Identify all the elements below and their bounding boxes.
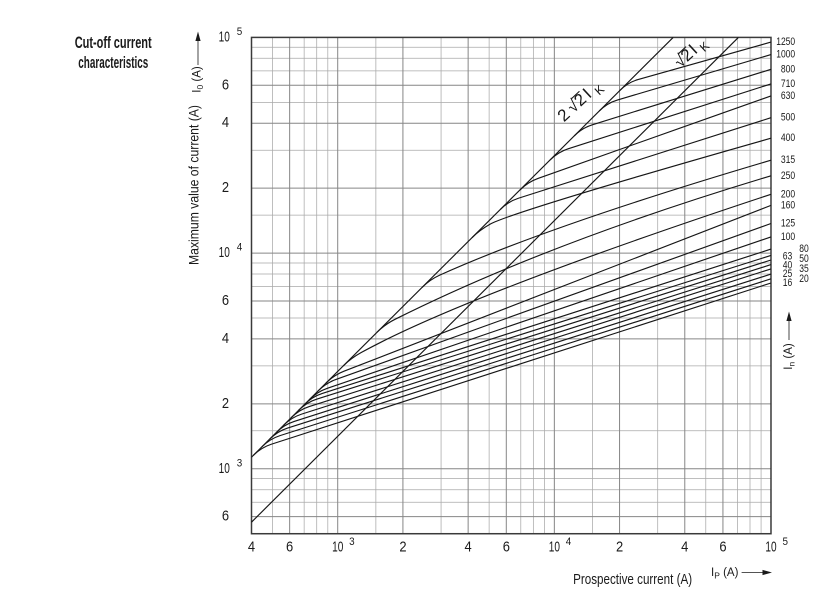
svg-text:100: 100 [781,231,795,243]
svg-text:500: 500 [781,112,795,124]
svg-text:400: 400 [781,132,795,144]
svg-text:630: 630 [781,90,795,102]
svg-text:4: 4 [465,540,472,556]
svg-text:2: 2 [222,180,229,196]
svg-text:5: 5 [782,536,788,548]
svg-text:6: 6 [222,293,229,309]
svg-text:characteristics: characteristics [78,53,148,72]
svg-text:Prospective current (A): Prospective current (A) [573,571,692,588]
svg-text:40: 40 [783,259,793,271]
svg-text:63: 63 [783,251,793,263]
svg-text:10: 10 [219,245,230,261]
svg-text:4: 4 [237,242,243,254]
svg-text:IP (A): IP (A) [711,567,739,581]
svg-text:5: 5 [237,26,243,38]
svg-text:4: 4 [566,536,572,548]
svg-text:10: 10 [332,540,343,556]
svg-text:80: 80 [799,243,809,255]
svg-text:20: 20 [799,273,809,285]
svg-text:6: 6 [222,509,229,525]
svg-text:Cut-off current: Cut-off current [75,33,152,52]
svg-text:710: 710 [781,78,795,90]
svg-text:250: 250 [781,170,795,182]
svg-text:160: 160 [781,199,795,211]
svg-text:In (A): In (A) [783,343,797,370]
svg-text:6: 6 [286,540,293,556]
svg-text:6: 6 [222,77,229,93]
svg-text:10: 10 [765,540,776,556]
svg-text:10: 10 [219,461,230,477]
svg-text:4: 4 [222,331,229,347]
svg-text:10: 10 [549,540,560,556]
svg-text:Maximum value of current (A): Maximum value of current (A) [186,105,202,265]
svg-text:2: 2 [399,540,406,556]
svg-text:35: 35 [799,263,809,275]
svg-text:2: 2 [222,396,229,412]
svg-text:4: 4 [248,540,255,556]
svg-text:4: 4 [222,115,229,131]
svg-text:315: 315 [781,154,795,166]
svg-text:125: 125 [781,218,795,230]
svg-text:16: 16 [783,277,793,289]
svg-text:3: 3 [349,536,355,548]
svg-text:6: 6 [719,540,726,556]
svg-text:3: 3 [237,457,243,469]
svg-text:2: 2 [616,540,623,556]
svg-text:4: 4 [681,540,688,556]
svg-text:10: 10 [219,29,230,45]
svg-text:50: 50 [799,253,809,265]
svg-text:1000: 1000 [776,49,795,61]
svg-text:800: 800 [781,63,795,75]
svg-text:6: 6 [503,540,510,556]
svg-text:1250: 1250 [776,36,795,48]
svg-text:I0 (A): I0 (A) [192,66,206,93]
svg-text:25: 25 [783,268,793,280]
svg-text:200: 200 [781,188,795,200]
